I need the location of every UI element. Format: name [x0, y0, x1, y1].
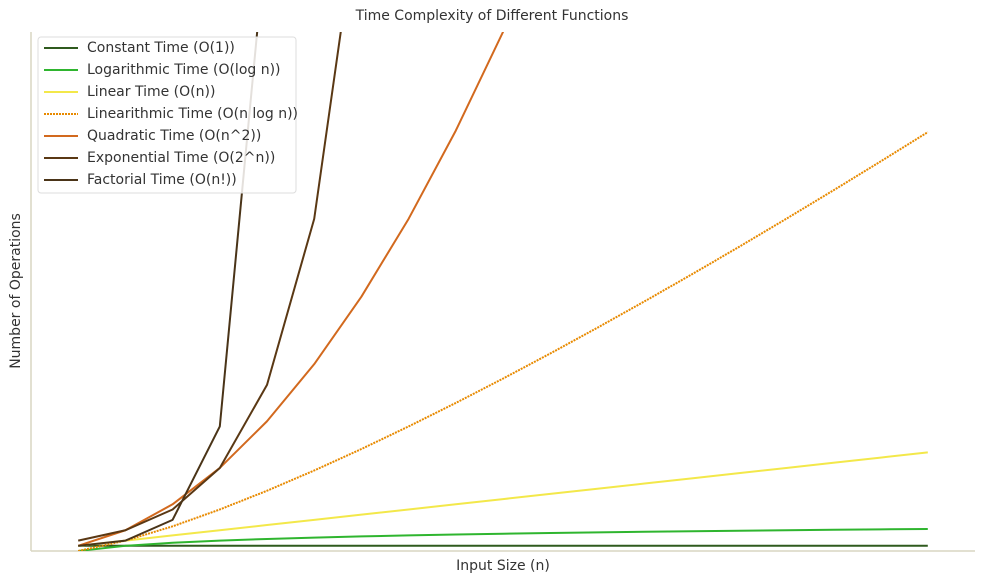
x-axis-label: Input Size (n)	[456, 558, 550, 574]
legend-label: Exponential Time (O(2^n))	[87, 150, 275, 166]
plot-area	[77, 32, 929, 551]
legend-label: Linear Time (O(n))	[87, 84, 215, 100]
series-line	[78, 527, 928, 551]
legend-box	[37, 36, 297, 194]
legend-label: Logarithmic Time (O(log n))	[87, 62, 281, 78]
series-line	[78, 451, 928, 547]
legend-label: Factorial Time (O(n!))	[87, 172, 237, 188]
y-axis-label: Number of Operations	[8, 213, 24, 369]
series-line	[77, 131, 929, 551]
legend-label: Linearithmic Time (O(n log n))	[87, 106, 298, 122]
legend: Constant Time (O(1)) Logarithmic Time (O(…	[37, 36, 298, 194]
legend-label: Quadratic Time (O(n^2))	[87, 128, 261, 144]
series-line	[78, 32, 259, 547]
series-line	[77, 32, 342, 542]
chart-title: Time Complexity of Different Functions	[355, 8, 629, 24]
legend-label: Constant Time (O(1))	[87, 40, 235, 56]
